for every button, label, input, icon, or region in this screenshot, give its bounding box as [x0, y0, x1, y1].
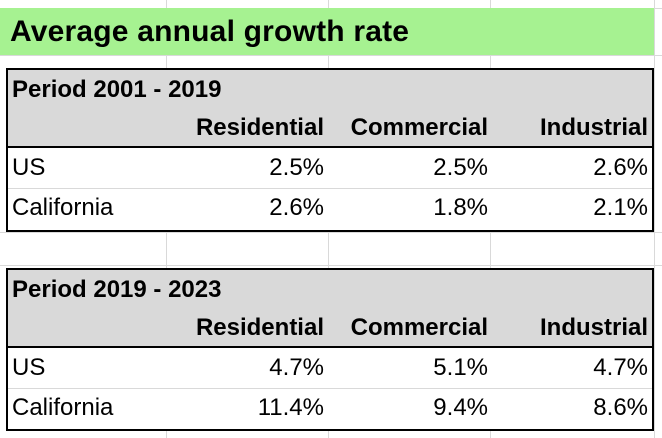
value-residential: 2.6%: [269, 194, 324, 221]
value-commercial: 9.4%: [433, 394, 488, 421]
gridline-row: [0, 265, 662, 266]
value-residential: 4.7%: [269, 354, 324, 381]
value-residential: 2.5%: [269, 154, 324, 181]
table-header[interactable]: Period 2001 - 2019 Residential Commercia…: [8, 70, 652, 148]
column-header-residential: Residential: [195, 114, 324, 141]
value-commercial: 5.1%: [433, 354, 488, 381]
table-header[interactable]: Period 2019 - 2023 Residential Commercia…: [8, 270, 652, 348]
period-label: Period 2019 - 2023: [12, 276, 222, 303]
row-label: California: [12, 394, 114, 421]
column-header-industrial: Industrial: [539, 114, 648, 141]
period-label: Period 2001 - 2019: [12, 76, 222, 103]
value-commercial: 2.5%: [433, 154, 488, 181]
row-divider: [8, 188, 652, 189]
table-row[interactable]: US 4.7% 5.1% 4.7%: [8, 348, 652, 388]
gridline-row: [0, 55, 662, 56]
value-residential: 11.4%: [257, 394, 324, 421]
column-header-industrial: Industrial: [539, 314, 648, 341]
table-row[interactable]: US 2.5% 2.5% 2.6%: [8, 148, 652, 188]
column-header-commercial: Commercial: [350, 314, 488, 341]
gridline-row: [0, 232, 662, 233]
growth-table-period-2: Period 2019 - 2023 Residential Commercia…: [6, 268, 654, 431]
row-label: US: [12, 154, 46, 181]
column-header-commercial: Commercial: [350, 114, 488, 141]
title-cell[interactable]: Average annual growth rate: [0, 8, 654, 55]
row-label: California: [12, 194, 114, 221]
row-label: US: [12, 354, 46, 381]
value-commercial: 1.8%: [433, 194, 488, 221]
table-row[interactable]: California 2.6% 1.8% 2.1%: [8, 188, 652, 228]
sheet-title: Average annual growth rate: [10, 14, 410, 48]
row-divider: [8, 388, 652, 389]
value-industrial: 8.6%: [593, 394, 648, 421]
column-header-residential: Residential: [195, 314, 324, 341]
gridline-column: [654, 0, 655, 438]
table-row[interactable]: California 11.4% 9.4% 8.6%: [8, 388, 652, 428]
value-industrial: 4.7%: [593, 354, 648, 381]
growth-table-period-1: Period 2001 - 2019 Residential Commercia…: [6, 68, 654, 232]
value-industrial: 2.6%: [593, 154, 648, 181]
value-industrial: 2.1%: [593, 194, 648, 221]
